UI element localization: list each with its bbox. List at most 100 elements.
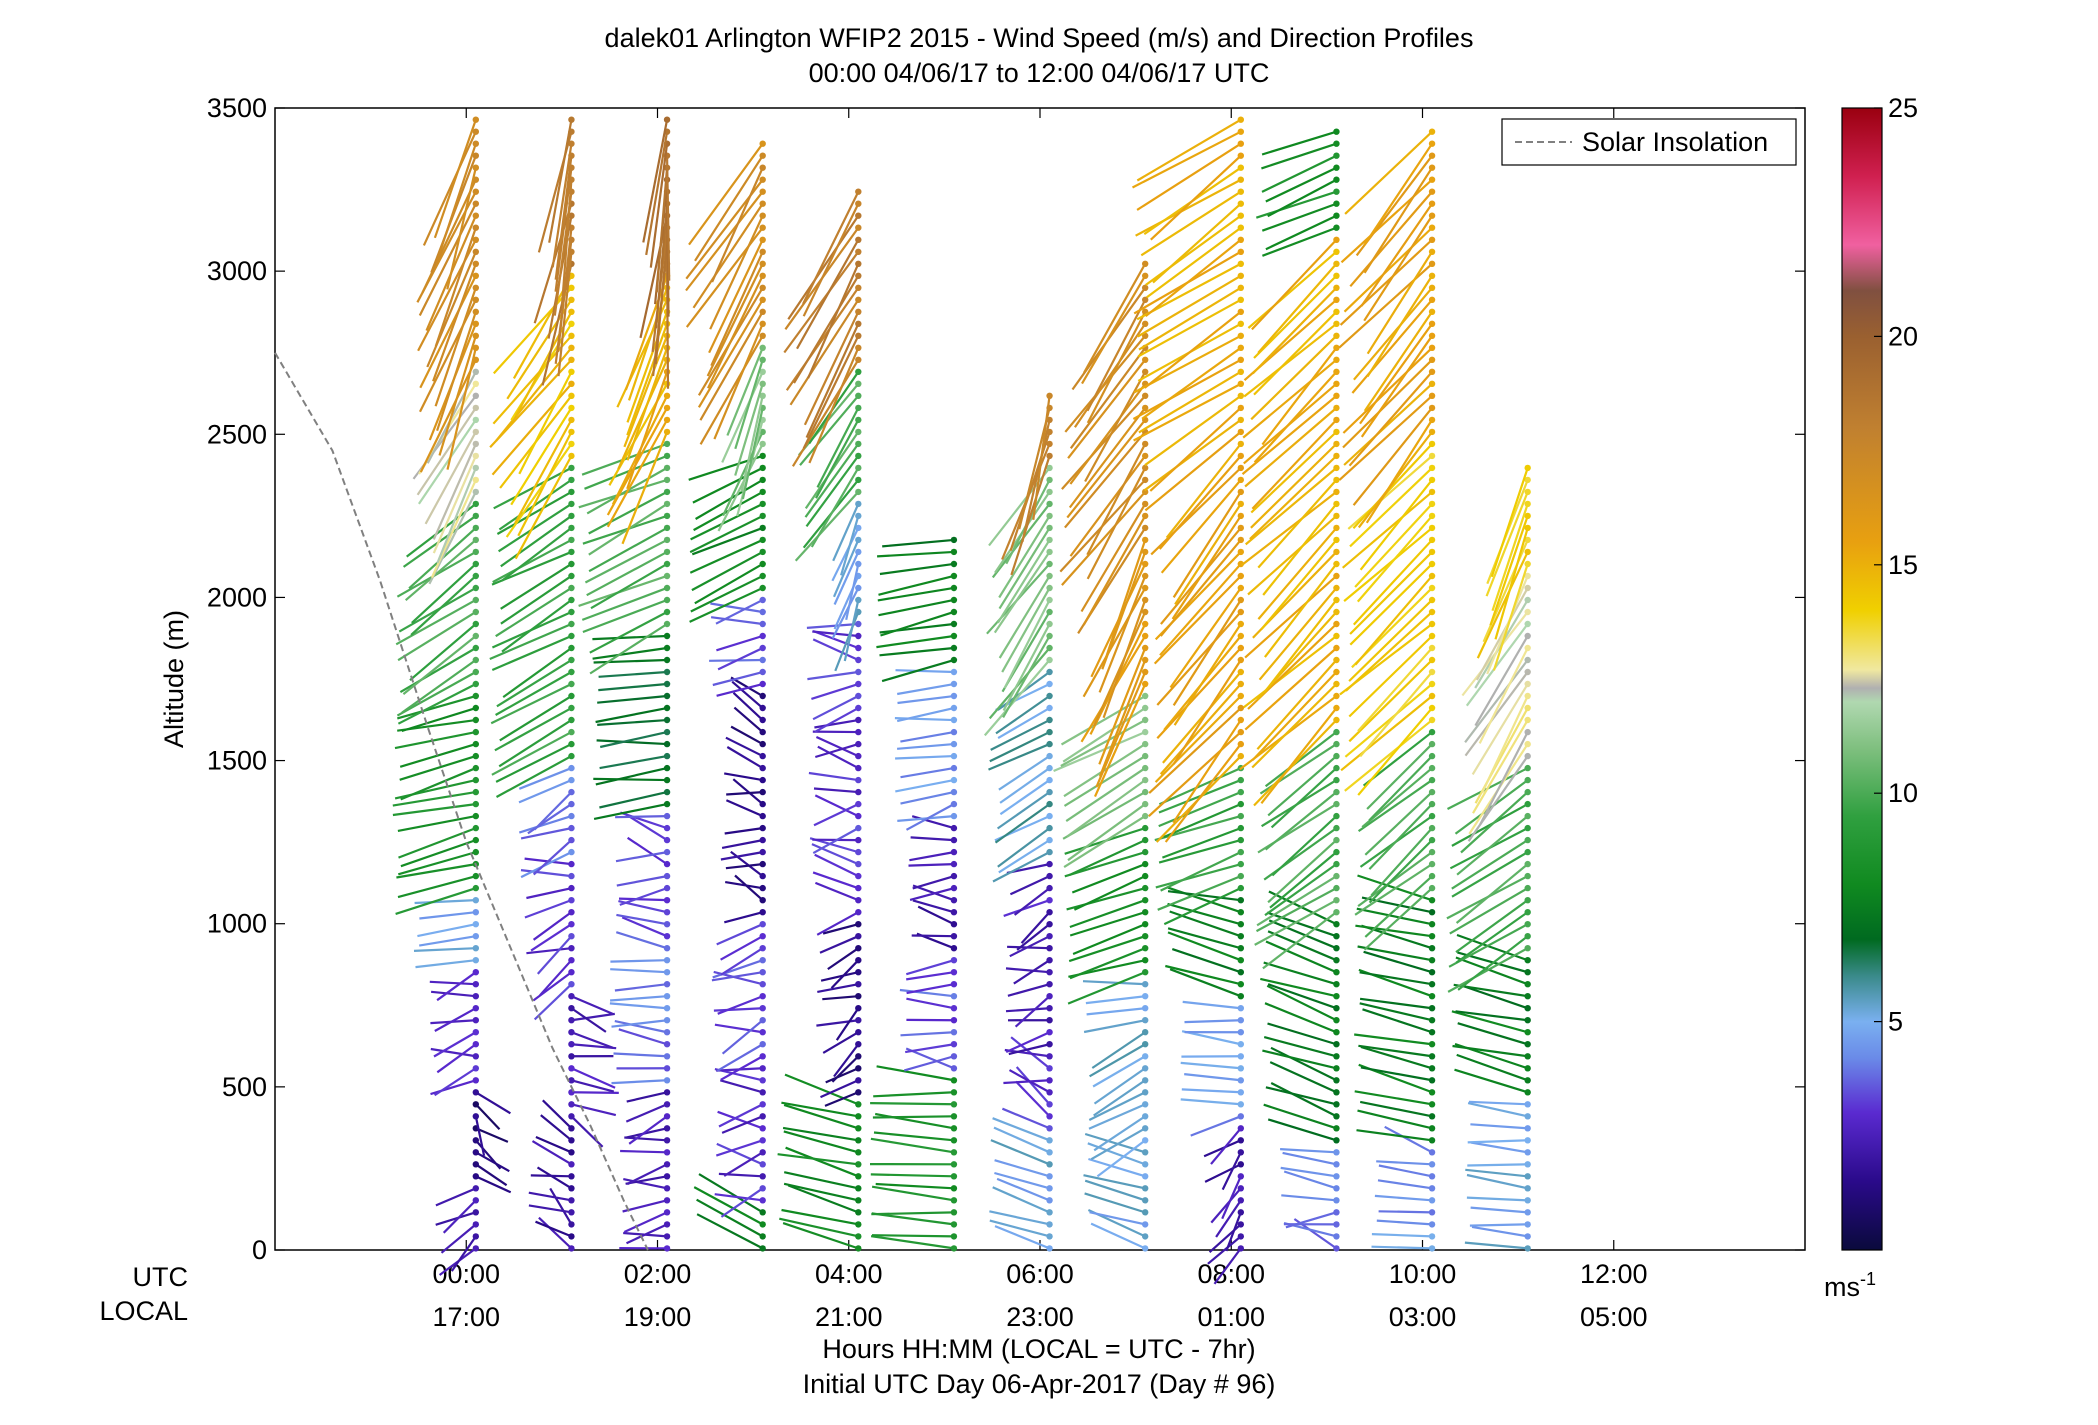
wind-barb-point: [1333, 392, 1340, 399]
wind-barb-point: [1428, 1017, 1436, 1024]
wind-barb: [623, 335, 669, 448]
wind-barb-point: [1333, 584, 1340, 592]
wind-barb: [532, 971, 573, 1002]
wind-barb-point: [1524, 848, 1531, 856]
wind-barb-point: [1237, 872, 1245, 880]
wind-barb: [707, 275, 764, 389]
wind-barb: [876, 1065, 955, 1082]
wind-barb: [1172, 599, 1242, 706]
wind-barb-point: [1141, 260, 1149, 267]
wind-barb-point: [472, 476, 480, 484]
wind-barb: [1494, 527, 1529, 640]
wind-barb: [998, 839, 1051, 874]
wind-barb-point: [855, 536, 862, 544]
wind-barb-point: [1046, 1149, 1053, 1156]
wind-barb: [1357, 779, 1433, 833]
wind-barb: [502, 647, 573, 698]
wind-barb-point: [1046, 921, 1053, 928]
wind-barb-point: [663, 1041, 671, 1048]
wind-barb: [517, 431, 573, 537]
wind-barb: [1145, 238, 1242, 318]
wind-barb-point: [568, 824, 575, 832]
wind-barb: [1083, 1174, 1146, 1190]
wind-barb-point: [855, 1173, 862, 1180]
wind-barb: [1015, 1066, 1051, 1106]
wind-barb-point: [1141, 740, 1149, 748]
wind-barb: [1086, 443, 1147, 556]
wind-barb-point: [1237, 200, 1245, 207]
wind-barb: [1066, 887, 1146, 911]
wind-barb-point: [759, 1149, 766, 1156]
wind-barb-point: [1428, 812, 1436, 820]
wind-barb-point: [1333, 668, 1340, 676]
wind-barb-point: [1046, 776, 1053, 784]
wind-barb: [416, 407, 477, 496]
wind-barb-point: [1524, 1089, 1531, 1096]
wind-barb-point: [1333, 416, 1340, 424]
wind-barb: [532, 839, 573, 876]
wind-barb: [998, 755, 1051, 791]
wind-barb: [442, 1199, 477, 1234]
wind-barb-point: [568, 428, 575, 436]
wind-barb: [1359, 971, 1433, 986]
wind-barb: [1351, 299, 1433, 394]
wind-barb-point: [568, 524, 575, 532]
wind-barb: [785, 1146, 859, 1178]
wind-barb: [1140, 190, 1242, 257]
wind-barb: [493, 466, 572, 510]
wind-barb: [1172, 659, 1242, 765]
wind-barb: [825, 1067, 859, 1084]
wind-barb-point: [1046, 1173, 1053, 1180]
wind-barb: [1132, 358, 1242, 420]
wind-barb: [994, 1225, 1050, 1250]
wind-barb-point: [1237, 296, 1245, 303]
wind-barb-point: [1141, 1017, 1149, 1024]
wind-barb-point: [855, 860, 862, 868]
wind-barb: [1357, 647, 1433, 732]
wind-barb-point: [1428, 1089, 1436, 1096]
wind-barb: [1071, 863, 1146, 894]
wind-barb-point: [1333, 921, 1340, 928]
wind-barb-point: [1524, 1173, 1531, 1180]
wind-barb: [711, 971, 763, 982]
wind-barb: [615, 851, 668, 863]
wind-barb: [1454, 1068, 1529, 1094]
wind-barb: [1378, 1164, 1433, 1178]
wind-barb: [533, 791, 573, 831]
wind-barb-point: [1428, 536, 1436, 544]
wind-barb-point: [1237, 140, 1245, 147]
wind-barb: [588, 490, 668, 535]
wind-barb-point: [1237, 1125, 1245, 1132]
wind-barb: [814, 718, 859, 729]
wind-barb: [489, 622, 572, 661]
wind-barb: [533, 983, 573, 1021]
wind-barb: [401, 659, 477, 714]
wind-barb-point: [855, 824, 862, 832]
wind-barb: [538, 1216, 573, 1250]
wind-barb-point: [1141, 476, 1149, 484]
wind-barb-point: [1237, 392, 1245, 399]
wind-barb: [1452, 1044, 1528, 1058]
wind-barb-point: [1141, 440, 1149, 448]
wind-barb: [1184, 1019, 1241, 1024]
wind-barb-point: [855, 945, 862, 952]
wind-barb-point: [568, 764, 575, 772]
wind-barb-point: [472, 608, 480, 616]
wind-barb-point: [950, 704, 958, 712]
wind-barb-point: [472, 1053, 480, 1060]
wind-barb-point: [855, 356, 862, 363]
wind-barb: [877, 586, 955, 602]
wind-barb-point: [568, 981, 575, 988]
wind-barb-point: [950, 860, 958, 868]
wind-barb: [1253, 719, 1338, 807]
wind-barb: [998, 515, 1051, 599]
wind-barb: [992, 851, 1051, 883]
wind-barb: [1267, 930, 1337, 962]
wind-barb-point: [1237, 308, 1245, 315]
wind-barb-point: [950, 812, 958, 820]
wind-barb-point: [759, 440, 766, 448]
x-tick-label-local: 05:00: [1580, 1302, 1648, 1332]
wind-barb: [397, 815, 477, 832]
wind-barb: [622, 1199, 668, 1213]
wind-barb-point: [1046, 897, 1053, 904]
